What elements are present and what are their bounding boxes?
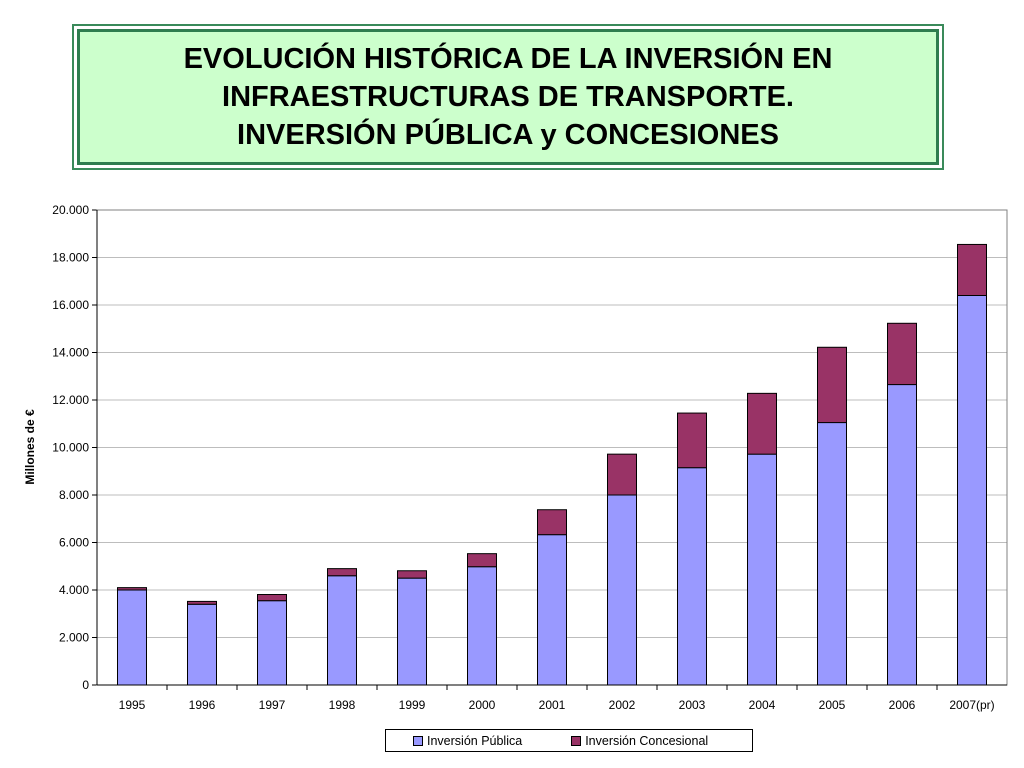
bar-concesional [677, 412, 707, 469]
y-axis-label: Millones de € [23, 409, 37, 485]
bar-publica [887, 384, 917, 686]
bar-concesional [747, 392, 777, 455]
legend-item-concesional: Inversión Concesional [571, 734, 708, 748]
y-tick-label: 12.000 [52, 393, 89, 407]
x-tick-label: 1999 [399, 698, 426, 712]
y-tick-label: 4.000 [59, 583, 89, 597]
x-tick-label: 1996 [189, 698, 216, 712]
chart-title-line-3: INVERSIÓN PÚBLICA y CONCESIONES [237, 119, 779, 151]
bar-concesional [817, 346, 847, 424]
chart-legend: Inversión Pública Inversión Concesional [385, 729, 753, 752]
bar-concesional [467, 553, 497, 568]
bar-publica [537, 534, 567, 686]
y-tick-label: 6.000 [59, 536, 89, 550]
chart-title-line-2: INFRAESTRUCTURAS DE TRANSPORTE. [222, 81, 794, 113]
stacked-bar-chart: 0 2.000 4.000 6.000 8.000 10.000 12.000 14.000 1… [23, 203, 1008, 712]
bar-concesional [187, 600, 217, 605]
bar-publica [817, 422, 847, 686]
y-tick-label: 16.000 [52, 298, 89, 312]
bar-publica [677, 467, 707, 686]
y-tick-label: 2.000 [59, 631, 89, 645]
x-tick-label: 2005 [819, 698, 846, 712]
x-tick-label: 2000 [469, 698, 496, 712]
y-tick-label: 14.000 [52, 346, 89, 360]
bar-concesional [607, 453, 637, 496]
legend-label-publica: Inversión Pública [427, 733, 523, 748]
y-tick-label: 20.000 [52, 203, 89, 217]
bar-concesional [117, 587, 147, 591]
chart-title-box: EVOLUCIÓN HISTÓRICA DE LA INVERSIÓN EN I… [72, 24, 944, 170]
bar-concesional [957, 243, 987, 296]
bar-publica [467, 566, 497, 686]
bar-concesional [397, 570, 427, 579]
y-tick-label: 10.000 [52, 441, 89, 455]
bar-publica [257, 600, 287, 686]
bar-publica [747, 453, 777, 686]
x-tick-label: 1995 [119, 698, 146, 712]
x-tick-label: 2004 [749, 698, 776, 712]
chart-title-panel: EVOLUCIÓN HISTÓRICA DE LA INVERSIÓN EN I… [77, 29, 939, 165]
bar-publica [607, 494, 637, 686]
chart-title-line-1: EVOLUCIÓN HISTÓRICA DE LA INVERSIÓN EN [183, 43, 833, 75]
x-tick-label: 2001 [539, 698, 566, 712]
y-tick-label: 18.000 [52, 251, 89, 265]
legend-item-publica: Inversión Pública [413, 734, 522, 748]
legend-label-concesional: Inversión Concesional [585, 733, 709, 748]
bar-publica [117, 589, 147, 686]
bar-publica [327, 575, 357, 686]
x-tick-label: 2006 [889, 698, 916, 712]
bar-publica [957, 295, 987, 686]
legend-swatch-concesional [571, 735, 582, 746]
x-tick-label: 2007(pr) [949, 698, 994, 712]
bar-concesional [327, 568, 357, 577]
bar-concesional [257, 594, 287, 602]
legend-swatch-publica [413, 735, 423, 746]
y-tick-label: 0 [82, 678, 89, 692]
x-tick-label: 2002 [609, 698, 636, 712]
bar-concesional [537, 509, 567, 536]
x-tick-label: 1997 [259, 698, 286, 712]
x-tick-label: 2003 [679, 698, 706, 712]
bar-publica [397, 577, 427, 686]
x-tick-label: 1998 [329, 698, 356, 712]
y-tick-label: 8.000 [59, 488, 89, 502]
bar-publica [187, 603, 217, 686]
bar-concesional [887, 322, 917, 386]
